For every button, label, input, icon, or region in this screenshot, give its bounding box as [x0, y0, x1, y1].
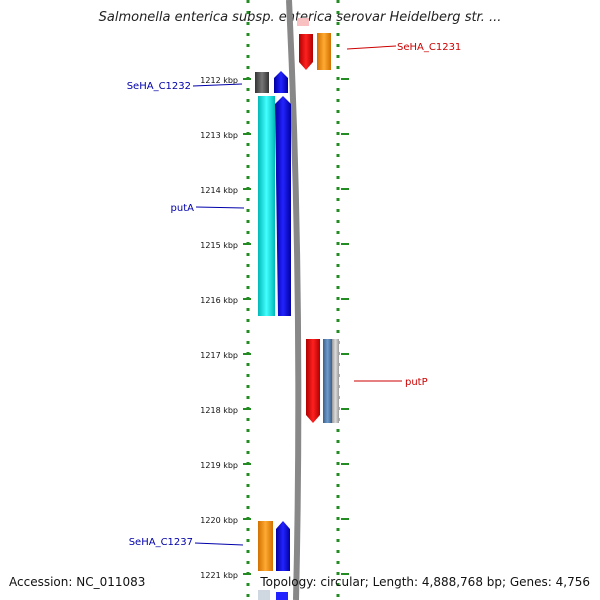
tick-label: 1213 kbp: [200, 131, 238, 140]
tick-marks: [243, 78, 349, 575]
gene-block-SeHA_C1231-cds[interactable]: [317, 33, 331, 70]
tick-labels: 1212 kbp 1213 kbp 1214 kbp 1215 kbp 1216…: [200, 76, 238, 580]
gene-block-SeHA_C1237[interactable]: [258, 521, 273, 571]
tick-label: 1221 kbp: [200, 571, 238, 580]
gene-label-putP[interactable]: putP: [405, 377, 428, 388]
tick-label: 1220 kbp: [200, 516, 238, 525]
label-leaders: [192, 45, 402, 546]
tick-label: 1216 kbp: [200, 296, 238, 305]
gene-arrow-SeHA_C1232-cds[interactable]: [274, 71, 288, 93]
gene-block-putA[interactable]: [258, 96, 275, 316]
gene-block-bottom-partial[interactable]: [258, 590, 270, 600]
gene-label-SeHA_C1232[interactable]: SeHA_C1232: [127, 81, 191, 92]
gene-arrow-SeHA_C1237-cds[interactable]: [276, 521, 290, 571]
tick-label: 1219 kbp: [200, 461, 238, 470]
gene-arrow-putA-cds[interactable]: [275, 96, 291, 316]
tick-label: 1214 kbp: [200, 186, 238, 195]
gene-block-putP-cds[interactable]: [323, 339, 332, 423]
gene-block-putP-rna[interactable]: [332, 339, 339, 423]
gene-label-SeHA_C1237[interactable]: SeHA_C1237: [129, 537, 193, 548]
genome-backbone: [286, 0, 302, 600]
gene-feature-partial-top[interactable]: [297, 18, 309, 26]
page-title: Salmonella enterica subsp. enterica sero…: [98, 10, 502, 25]
gene-block-bottom-partial-2[interactable]: [276, 592, 288, 600]
tick-label: 1218 kbp: [200, 406, 238, 415]
gene-label-putA[interactable]: putA: [171, 203, 195, 214]
gene-arrow-SeHA_C1231[interactable]: [299, 34, 313, 70]
tick-label: 1217 kbp: [200, 351, 238, 360]
accession-label: Accession: NC_011083: [9, 575, 146, 589]
gene-arrow-putP[interactable]: [306, 339, 320, 423]
gene-label-SeHA_C1231[interactable]: SeHA_C1231: [397, 42, 461, 53]
tick-label: 1215 kbp: [200, 241, 238, 250]
tick-label: 1212 kbp: [200, 76, 238, 85]
gene-arrow-SeHA_C1232[interactable]: [255, 72, 269, 93]
genome-summary: Topology: circular; Length: 4,888,768 bp…: [260, 575, 590, 589]
